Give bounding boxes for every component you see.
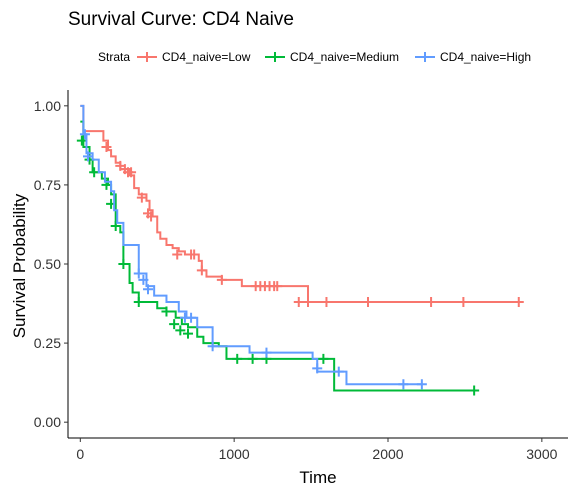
censor-mark [363, 297, 373, 307]
y-tick-label: 1.00 [34, 98, 61, 114]
censor-mark [303, 297, 313, 307]
legend-item: CD4_naive=High [415, 50, 531, 64]
censor-mark [197, 265, 207, 275]
series-2 [77, 122, 479, 396]
censor-mark [134, 268, 144, 278]
plot-area: 0.00 0.25 0.50 0.75 1.00 0 1000 2000 3000 [34, 90, 568, 462]
legend-title: Strata [98, 50, 130, 64]
censor-mark [294, 297, 304, 307]
legend-key-marker [142, 52, 152, 62]
y-tick-label: 0.75 [34, 177, 61, 193]
legend-label: CD4_naive=High [440, 50, 531, 64]
censor-mark [398, 379, 408, 389]
censor-mark [514, 297, 524, 307]
censor-mark [261, 348, 271, 358]
legend-label: CD4_naive=Medium [290, 50, 399, 64]
censor-mark [118, 259, 128, 269]
legend-key-marker [420, 52, 430, 62]
censor-mark [334, 367, 344, 377]
x-tick-label: 2000 [372, 446, 403, 462]
censor-mark [426, 297, 436, 307]
x-tick-label: 1000 [219, 446, 250, 462]
censor-mark [458, 297, 468, 307]
x-tick-label: 3000 [526, 446, 557, 462]
chart-title: Survival Curve: CD4 Naive [68, 9, 294, 30]
legend: Strata CD4_naive=Low CD4_naive=Medium CD4_… [98, 50, 531, 64]
legend-item: CD4_naive=Medium [265, 50, 399, 64]
y-tick-label: 0.25 [34, 335, 61, 351]
censor-mark [417, 379, 427, 389]
censor-mark [469, 386, 479, 396]
censor-mark [232, 354, 242, 364]
survival-line [80, 106, 422, 384]
x-axis-title: Time [299, 468, 336, 487]
censor-mark [321, 297, 331, 307]
censor-mark [134, 297, 144, 307]
censor-mark [186, 313, 196, 323]
censor-mark [248, 354, 258, 364]
y-axis-title: Survival Probability [10, 193, 29, 338]
y-tick-label: 0.50 [34, 256, 61, 272]
censor-mark [318, 354, 328, 364]
series-3 [80, 106, 427, 389]
x-tick-label: 0 [76, 446, 84, 462]
y-tick-label: 0.00 [34, 414, 61, 430]
legend-item: CD4_naive=Low [137, 50, 251, 64]
censor-mark [89, 167, 99, 177]
censor-mark [169, 319, 179, 329]
legend-label: CD4_naive=Low [162, 50, 251, 64]
legend-key-marker [270, 52, 280, 62]
